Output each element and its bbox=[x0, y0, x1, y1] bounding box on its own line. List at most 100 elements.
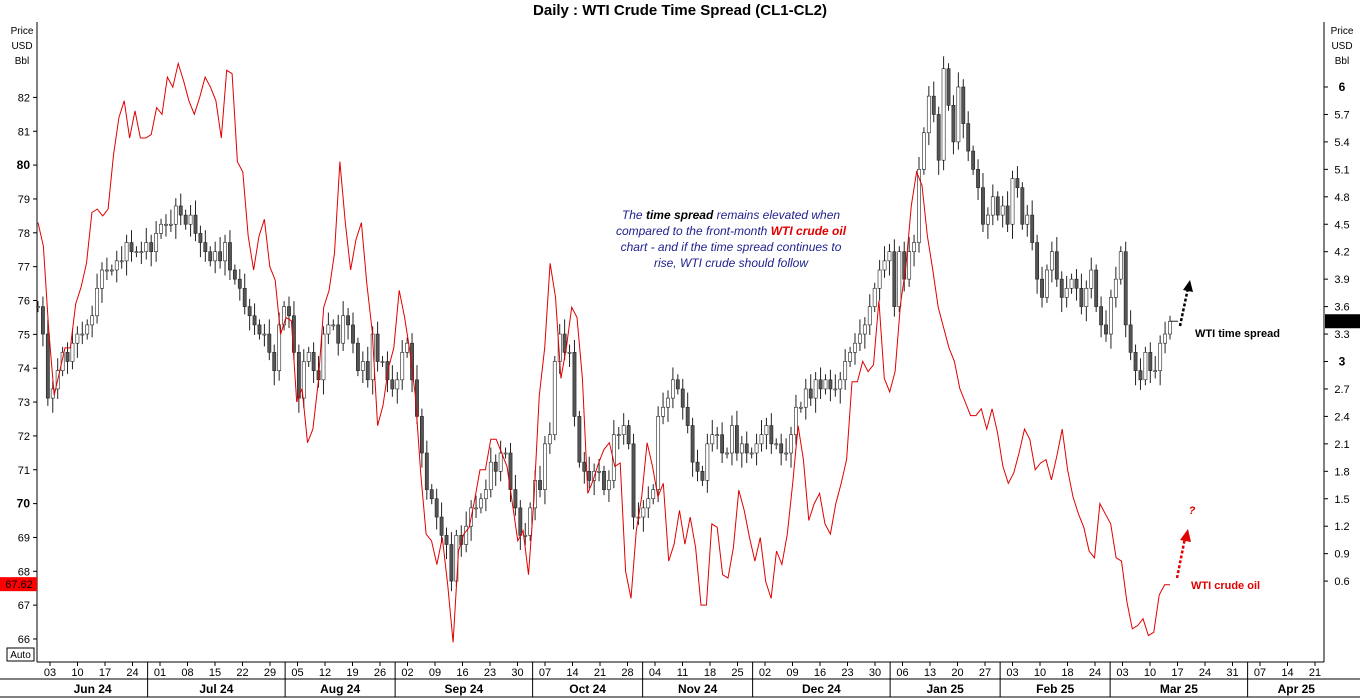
candle-body bbox=[562, 333, 567, 353]
spread-candle bbox=[562, 319, 567, 361]
left-tick-label: 76 bbox=[18, 296, 30, 308]
day-tick-label: 08 bbox=[181, 667, 193, 679]
spread-candle bbox=[749, 447, 754, 459]
candle-body bbox=[607, 480, 611, 490]
candle-body bbox=[154, 233, 159, 252]
spread-candle bbox=[1123, 241, 1128, 338]
candle-body bbox=[705, 443, 710, 481]
left-tick-label: 72 bbox=[18, 431, 30, 443]
spread-candle bbox=[464, 511, 469, 553]
spread-candle bbox=[134, 246, 139, 258]
candle-body bbox=[784, 452, 789, 455]
candle-body bbox=[675, 379, 680, 390]
spread-candle bbox=[114, 250, 119, 283]
note-line4: rise, WTI crude should follow bbox=[653, 256, 809, 270]
spread-candle bbox=[1109, 289, 1113, 349]
day-tick-label: 01 bbox=[154, 667, 166, 679]
spread-candle bbox=[602, 465, 606, 496]
candle-body bbox=[833, 388, 838, 391]
spread-candle bbox=[1059, 271, 1064, 313]
spread-candle bbox=[543, 436, 547, 505]
spread-candle bbox=[424, 440, 429, 500]
day-tick-label: 24 bbox=[126, 667, 138, 679]
candle-body bbox=[1049, 251, 1054, 271]
candle-body bbox=[464, 525, 469, 545]
month-label: Aug 24 bbox=[320, 682, 360, 696]
day-tick-label: 16 bbox=[814, 667, 826, 679]
spread-candle bbox=[321, 326, 326, 395]
right-tick-label: 3.6 bbox=[1334, 302, 1349, 314]
spread-candle bbox=[843, 349, 848, 390]
candle-body bbox=[1064, 287, 1069, 298]
candle-body bbox=[1000, 205, 1005, 216]
candle-body bbox=[931, 95, 936, 115]
candle-body bbox=[75, 333, 80, 344]
spread-candle bbox=[292, 301, 296, 361]
candle-body bbox=[749, 452, 754, 455]
candle-body bbox=[848, 352, 852, 362]
left-tick-label: 68 bbox=[18, 566, 30, 578]
spread-candle bbox=[301, 349, 306, 409]
candle-body bbox=[936, 114, 941, 161]
spread-candle bbox=[237, 269, 242, 301]
candle-body bbox=[587, 470, 592, 481]
spread-candle bbox=[173, 198, 178, 239]
candle-body bbox=[134, 251, 139, 253]
spread-candle bbox=[931, 81, 936, 123]
candle-body bbox=[213, 251, 218, 262]
candle-body bbox=[488, 461, 493, 490]
day-tick-label: 26 bbox=[374, 667, 386, 679]
candle-body bbox=[739, 443, 744, 454]
right-tick-label: 4.5 bbox=[1334, 219, 1349, 231]
candle-body bbox=[798, 406, 803, 409]
spread-candle bbox=[360, 351, 365, 384]
candle-body bbox=[887, 251, 892, 262]
candle-body bbox=[779, 443, 784, 454]
spread-candle bbox=[336, 314, 341, 356]
candle-body bbox=[611, 434, 616, 481]
spread-candle bbox=[483, 479, 488, 512]
spread-candle bbox=[779, 433, 784, 466]
candle-body bbox=[257, 324, 262, 335]
spread-candle bbox=[1084, 280, 1089, 322]
spread-candle bbox=[680, 378, 685, 420]
day-tick-label: 06 bbox=[896, 667, 908, 679]
spread-candle bbox=[257, 319, 262, 340]
spread-candle bbox=[119, 246, 124, 269]
day-tick-label: 27 bbox=[979, 667, 991, 679]
day-tick-label: 11 bbox=[677, 667, 688, 679]
candle-body bbox=[60, 352, 65, 371]
spread-candle bbox=[287, 296, 291, 329]
candle-body bbox=[1099, 306, 1103, 326]
spread-candle bbox=[400, 339, 405, 390]
right-tick-label: 3 bbox=[1339, 355, 1346, 369]
candle-body bbox=[951, 105, 956, 143]
candle-body bbox=[385, 361, 390, 381]
candle-body bbox=[685, 406, 690, 426]
day-tick-label: 28 bbox=[621, 667, 633, 679]
candle-body bbox=[695, 461, 700, 472]
spread-candle bbox=[922, 127, 926, 175]
candle-body bbox=[36, 306, 40, 308]
day-tick-label: 07 bbox=[1254, 667, 1266, 679]
day-tick-label: 03 bbox=[44, 667, 56, 679]
spread-candle bbox=[882, 246, 887, 278]
spread-candle bbox=[700, 465, 705, 486]
left-tick-label: 81 bbox=[18, 126, 30, 138]
spread-candle bbox=[218, 237, 223, 269]
candle-body bbox=[311, 352, 316, 371]
candle-body bbox=[631, 443, 636, 518]
spread-candle bbox=[1133, 344, 1138, 386]
crude-price-label: 67.62 bbox=[5, 579, 33, 591]
candle-body bbox=[572, 352, 577, 417]
candle-body bbox=[907, 251, 912, 280]
candle-body bbox=[941, 68, 946, 161]
candle-body bbox=[70, 342, 75, 362]
note-line2-pre: compared to the front-month bbox=[615, 224, 768, 238]
spread-candle bbox=[956, 72, 961, 150]
candle-body bbox=[661, 406, 665, 417]
candle-body bbox=[513, 489, 518, 509]
candle-body bbox=[671, 379, 675, 399]
spread-candle bbox=[739, 436, 744, 468]
candle-body bbox=[710, 434, 715, 445]
